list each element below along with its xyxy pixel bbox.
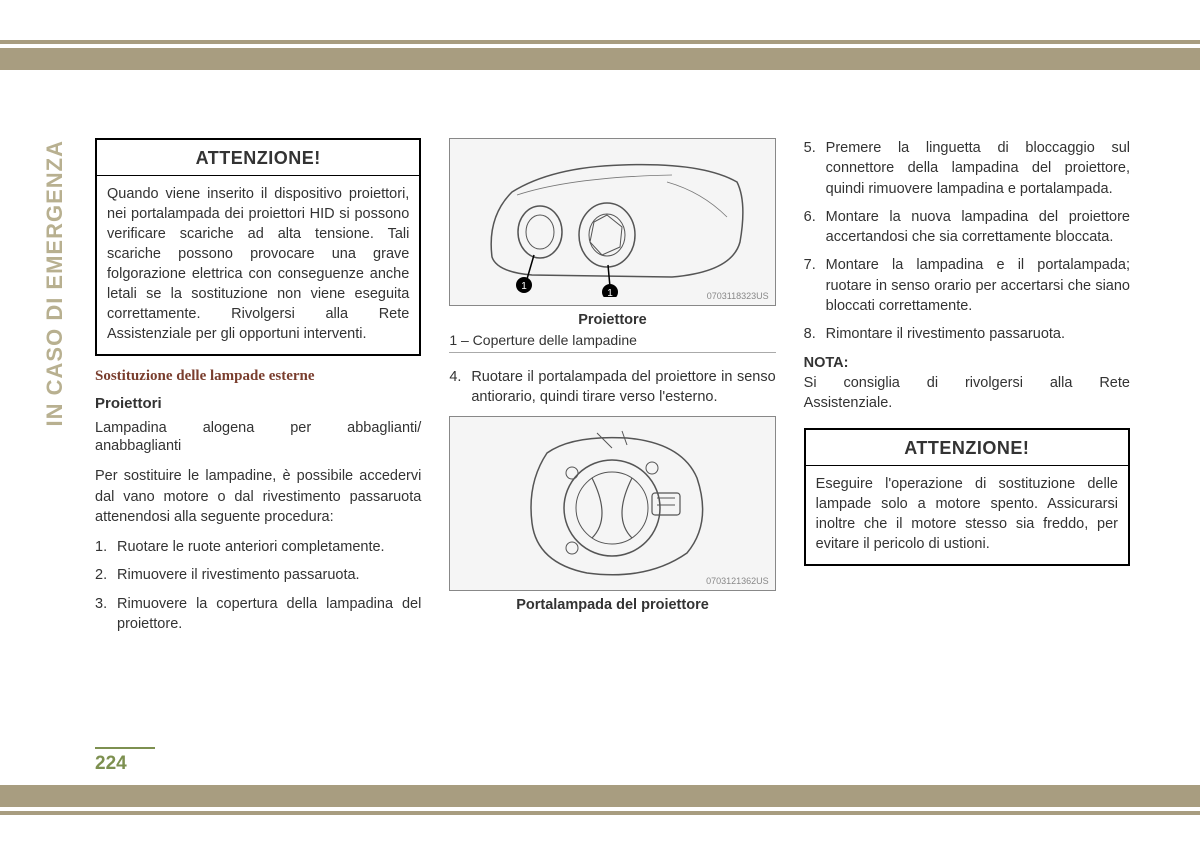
- step-num: 5.: [804, 138, 826, 199]
- steps-list-1: 1.Ruotare le ruote anteriori completamen…: [95, 537, 421, 634]
- socket-diagram-icon: [497, 423, 727, 583]
- figure-headlight: 1 1 0703118323US: [449, 138, 775, 306]
- step-8: 8.Rimontare il rivestimento passaruota.: [804, 324, 1130, 344]
- step-1: 1.Ruotare le ruote anteriori completamen…: [95, 537, 421, 557]
- step-3: 3.Rimuovere la copertura della lampadina…: [95, 594, 421, 635]
- section-heading: Sostituzione delle lampade esterne: [95, 368, 421, 385]
- steps-list-2: 4.Ruotare il portalampada del proiettore…: [449, 367, 775, 408]
- w3: per: [290, 420, 311, 436]
- figure-1-caption: Proiettore: [449, 312, 775, 328]
- para-lamp-type-line1: Lampadina alogena per abbaglianti/: [95, 420, 421, 436]
- w4: abbaglianti/: [347, 420, 421, 436]
- step-num: 1.: [95, 537, 117, 557]
- steps-list-3: 5.Premere la linguetta di bloccaggio sul…: [804, 138, 1130, 345]
- step-2: 2.Rimuovere il rivestimento passaruota.: [95, 565, 421, 585]
- nota-block: NOTA: SiconsigliadirivolgersiallaRete As…: [804, 353, 1130, 414]
- step-7: 7.Montare la lampadina e il portalampada…: [804, 255, 1130, 316]
- w2: alogena: [203, 420, 255, 436]
- decor-bar-top-thin: [0, 40, 1200, 44]
- svg-text:1: 1: [608, 288, 614, 297]
- page-content: ATTENZIONE! Quando viene inserito il dis…: [95, 138, 1130, 737]
- column-1: ATTENZIONE! Quando viene inserito il dis…: [95, 138, 421, 737]
- w1: Lampadina: [95, 420, 167, 436]
- step-text: Rimuovere la copertura della lampadina d…: [117, 594, 421, 635]
- step-num: 4.: [449, 367, 471, 408]
- nota-text: SiconsigliadirivolgersiallaRete: [804, 373, 1130, 393]
- step-num: 8.: [804, 324, 826, 344]
- warning-text-2: Eseguire l'operazione di sostituzione de…: [816, 474, 1118, 554]
- headlight-diagram-icon: 1 1: [472, 147, 752, 297]
- section-side-label: IN CASO DI EMERGENZA: [42, 140, 68, 426]
- warning-title-2: ATTENZIONE!: [816, 438, 1118, 459]
- para-procedure-intro: Per sostituire le lampadine, è possibile…: [95, 466, 421, 527]
- column-3: 5.Premere la linguetta di bloccaggio sul…: [804, 138, 1130, 737]
- para-lamp-type-line2: anabbaglianti: [95, 436, 421, 456]
- step-text: Rimuovere il rivestimento passaruota.: [117, 565, 421, 585]
- figure-id-2: 0703121362US: [706, 576, 769, 586]
- step-num: 7.: [804, 255, 826, 316]
- column-2: 1 1 0703118323US Proiettore 1 – Copertur…: [449, 138, 775, 737]
- step-text: Premere la linguetta di bloccaggio sul c…: [826, 138, 1130, 199]
- warning-divider-2: [806, 465, 1128, 466]
- warning-text: Quando viene inserito il dispositivo pro…: [107, 184, 409, 344]
- decor-bar-bottom-thick: [0, 785, 1200, 807]
- step-text: Ruotare il portalampada del proiettore i…: [471, 367, 775, 408]
- warning-title: ATTENZIONE!: [107, 148, 409, 169]
- figure-1-legend: 1 – Coperture delle lampadine: [449, 332, 775, 353]
- step-num: 2.: [95, 565, 117, 585]
- sub-heading-proiettori: Proiettori: [95, 395, 421, 412]
- step-num: 3.: [95, 594, 117, 635]
- warning-divider: [97, 175, 419, 176]
- figure-socket: 0703121362US: [449, 416, 775, 591]
- step-4: 4.Ruotare il portalampada del proiettore…: [449, 367, 775, 408]
- figure-2-caption: Portalampada del proiettore: [449, 597, 775, 613]
- warning-box-1: ATTENZIONE! Quando viene inserito il dis…: [95, 138, 421, 356]
- step-5: 5.Premere la linguetta di bloccaggio sul…: [804, 138, 1130, 199]
- step-text: Montare la nuova lampadina del proiettor…: [826, 207, 1130, 248]
- page-number: 224: [95, 747, 155, 775]
- decor-bar-bottom-thin: [0, 811, 1200, 815]
- step-text: Rimontare il rivestimento passaruota.: [826, 324, 1130, 344]
- nota-text-2: Assistenziale.: [804, 395, 893, 411]
- step-num: 6.: [804, 207, 826, 248]
- decor-bar-top-thick: [0, 48, 1200, 70]
- step-6: 6.Montare la nuova lampadina del proiett…: [804, 207, 1130, 248]
- nota-label: NOTA:: [804, 355, 849, 371]
- warning-box-2: ATTENZIONE! Eseguire l'operazione di sos…: [804, 428, 1130, 566]
- step-text: Ruotare le ruote anteriori completamente…: [117, 537, 421, 557]
- step-text: Montare la lampadina e il portalampada; …: [826, 255, 1130, 316]
- svg-text:1: 1: [522, 281, 528, 292]
- figure-id-1: 0703118323US: [707, 291, 769, 301]
